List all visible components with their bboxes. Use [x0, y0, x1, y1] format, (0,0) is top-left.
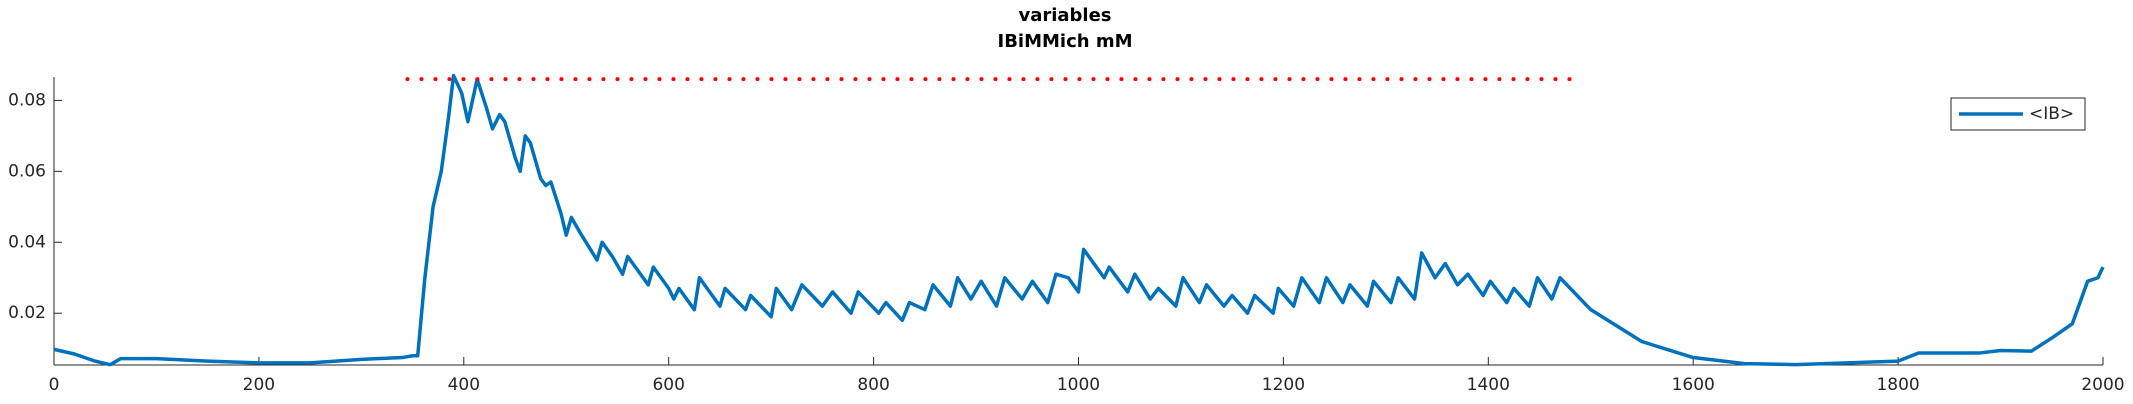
x-tick-label: 0	[49, 375, 60, 395]
x-tick-label: 1400	[1467, 375, 1510, 395]
y-tick-label: 0.06	[8, 161, 46, 181]
x-tick-label: 1200	[1262, 375, 1305, 395]
series-line	[53, 73, 2105, 367]
x-tick-label: 1800	[1876, 375, 1919, 395]
legend-label: <IB>	[2029, 104, 2074, 124]
x-tick-label: 400	[448, 375, 480, 395]
chart-subtitle: IBiMMich mM	[998, 31, 1133, 52]
x-tick-label: 1000	[1057, 375, 1100, 395]
x-tick-label: 200	[243, 375, 275, 395]
x-tick-label: 2000	[2081, 375, 2124, 395]
y-tick-label: 0.02	[8, 303, 46, 323]
x-tick-label: 1600	[1672, 375, 1715, 395]
y-tick-label: 0.08	[8, 90, 46, 110]
x-tick-label: 800	[857, 375, 889, 395]
chart-title: variables	[1018, 5, 1111, 26]
y-tick-label: 0.04	[8, 232, 46, 252]
x-tick-label: 600	[652, 375, 684, 395]
